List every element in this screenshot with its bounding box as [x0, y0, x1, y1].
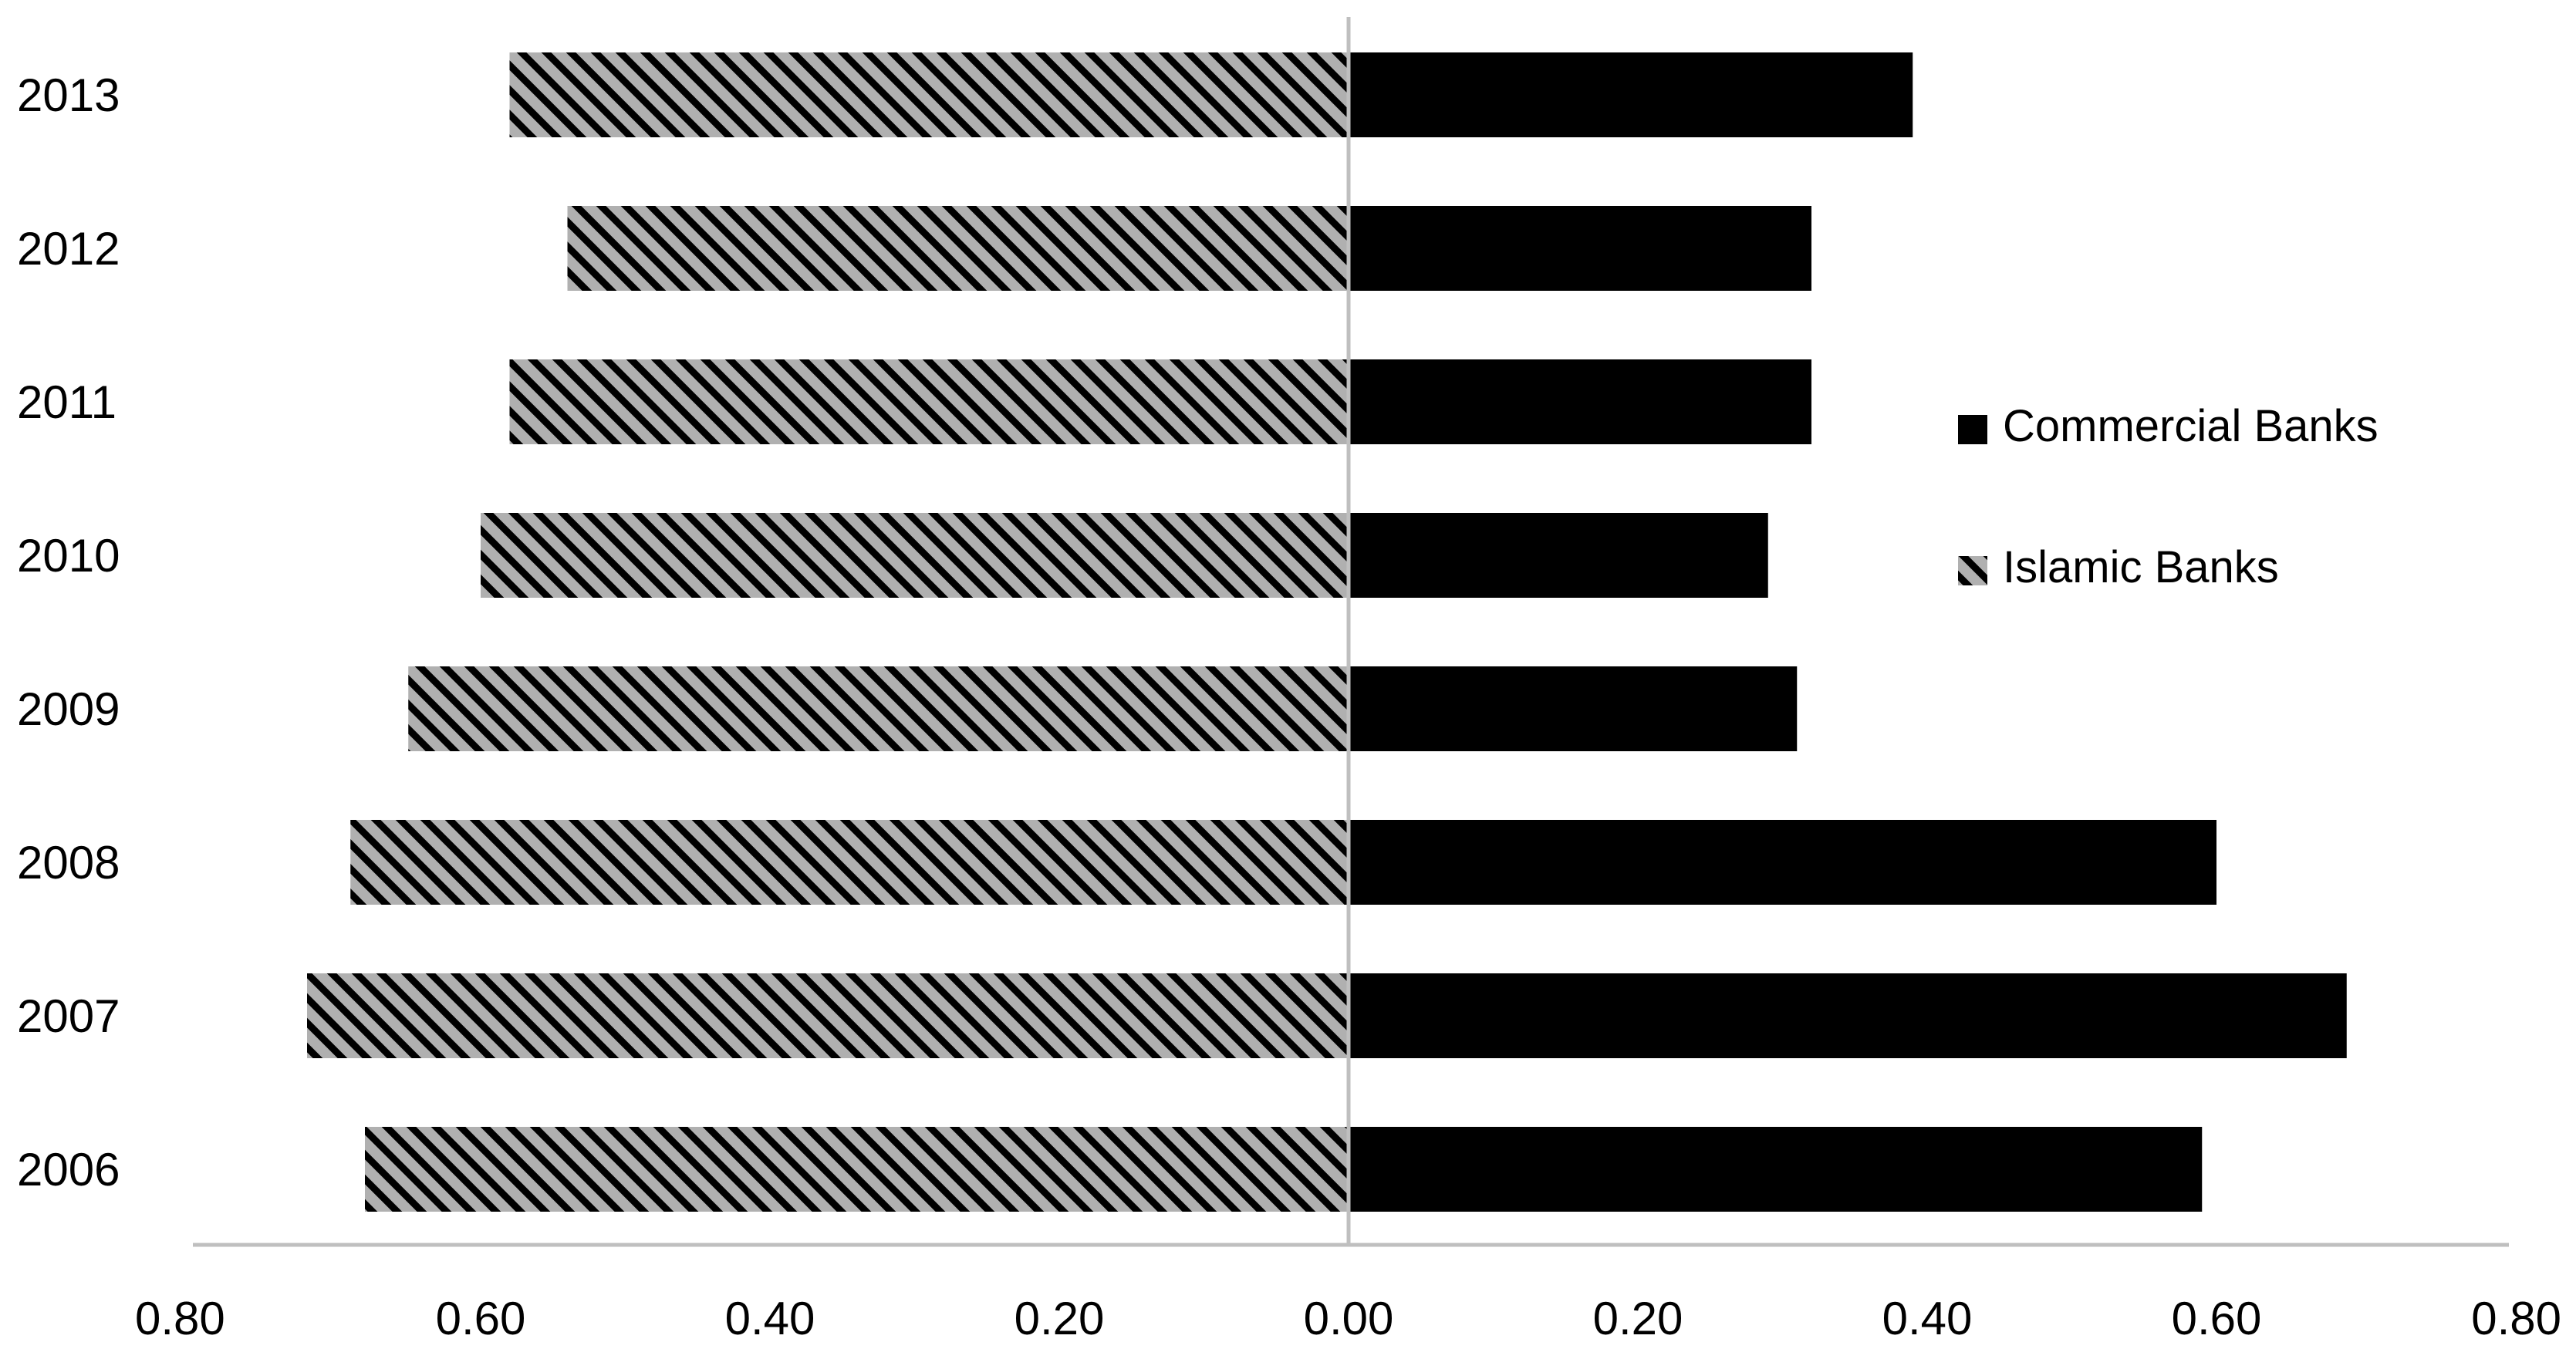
bar-commercial-banks-2008	[1349, 820, 2216, 905]
bar-commercial-banks-2013	[1349, 52, 1913, 137]
x-tick-label: 0.60	[2172, 1293, 2262, 1344]
category-label-2006: 2006	[17, 1144, 120, 1195]
bar-islamic-banks-2010	[481, 513, 1349, 598]
x-tick-label: 0.40	[725, 1293, 815, 1344]
bars-layer	[307, 52, 2347, 1212]
x-tick-label: 0.00	[1304, 1293, 1394, 1344]
category-label-2013: 2013	[17, 69, 120, 121]
bar-islamic-banks-2007	[307, 973, 1349, 1058]
category-label-2008: 2008	[17, 837, 120, 889]
legend-label-commercial-banks: Commercial Banks	[2003, 401, 2378, 451]
bar-commercial-banks-2012	[1349, 206, 1811, 291]
labels-layer: 2013 2012 2011 2010 2009 2008 2007 2006 0.80 0.60…	[17, 69, 2561, 1344]
category-label-2010: 2010	[17, 530, 120, 582]
bar-islamic-banks-2006	[365, 1127, 1349, 1212]
x-tick-label: 0.80	[135, 1293, 225, 1344]
x-tick-label: 0.20	[1015, 1293, 1105, 1344]
category-label-2009: 2009	[17, 683, 120, 735]
bar-commercial-banks-2011	[1349, 359, 1811, 444]
x-tick-label: 0.20	[1593, 1293, 1683, 1344]
bar-commercial-banks-2009	[1349, 666, 1798, 751]
bar-islamic-banks-2011	[509, 359, 1349, 444]
legend-label-islamic-banks: Islamic Banks	[2003, 542, 2279, 592]
bar-islamic-banks-2009	[408, 666, 1349, 751]
bar-islamic-banks-2013	[509, 52, 1349, 137]
bar-islamic-banks-2008	[350, 820, 1349, 905]
legend-swatch-islamic-banks	[1958, 556, 1987, 585]
bar-commercial-banks-2010	[1349, 513, 1768, 598]
bar-commercial-banks-2006	[1349, 1127, 2203, 1212]
x-tick-label: 0.80	[2471, 1293, 2561, 1344]
category-label-2011: 2011	[17, 376, 116, 428]
category-label-2012: 2012	[17, 223, 120, 275]
x-tick-label: 0.40	[1882, 1293, 1973, 1344]
x-tick-label: 0.60	[436, 1293, 526, 1344]
axes-layer	[193, 17, 2509, 1247]
legend[interactable]: Commercial Banks Islamic Banks	[1958, 401, 2378, 592]
legend-swatch-commercial-banks	[1958, 415, 1987, 444]
bar-commercial-banks-2007	[1349, 973, 2347, 1058]
category-label-2007: 2007	[17, 990, 120, 1042]
bar-islamic-banks-2012	[567, 206, 1349, 291]
